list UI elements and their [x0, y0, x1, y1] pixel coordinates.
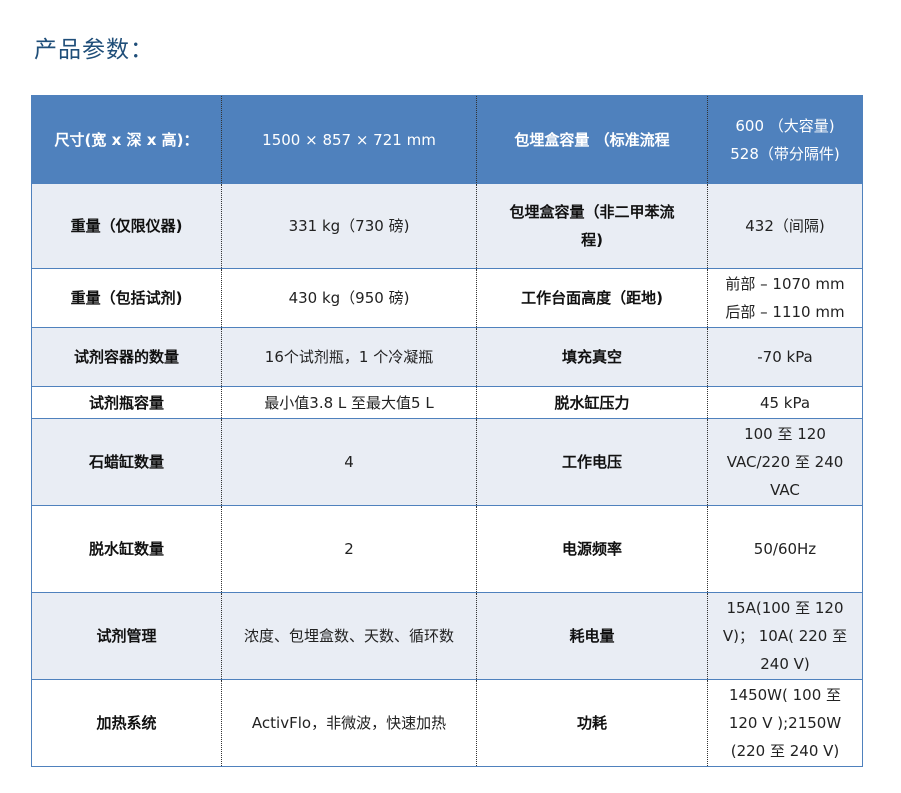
table-row: 脱水缸数量 2 电源频率 50/60Hz: [31, 505, 863, 593]
spec-value: 15A(100 至 120 V)； 10A( 220 至 240 V): [707, 592, 863, 680]
spec-value: 600 （大容量) 528（带分隔件): [707, 95, 863, 184]
spec-value: 1450W( 100 至 120 V );2150W (220 至 240 V): [707, 679, 863, 767]
spec-value: 1500 × 857 × 721 mm: [221, 95, 477, 184]
spec-label: 耗电量: [476, 592, 708, 680]
table-row: 试剂瓶容量 最小值3.8 L 至最大值5 L 脱水缸压力 45 kPa: [31, 386, 863, 419]
table-row: 重量（仅限仪器) 331 kg（730 磅) 包埋盒容量（非二甲苯流 程) 432（间…: [31, 183, 863, 269]
spec-label: 重量（仅限仪器): [31, 183, 222, 269]
spec-label: 试剂容器的数量: [31, 327, 222, 387]
spec-label: 尺寸(宽 x 深 x 高)：: [31, 95, 222, 184]
spec-value: 430 kg（950 磅): [221, 268, 477, 328]
spec-label: 电源频率: [476, 505, 708, 593]
spec-label: 试剂管理: [31, 592, 222, 680]
spec-value: 45 kPa: [707, 386, 863, 419]
spec-label: 石蜡缸数量: [31, 418, 222, 506]
table-row: 石蜡缸数量 4 工作电压 100 至 120 VAC/220 至 240 VAC: [31, 418, 863, 506]
spec-value: 16个试剂瓶，1 个冷凝瓶: [221, 327, 477, 387]
spec-table: 尺寸(宽 x 深 x 高)： 1500 × 857 × 721 mm 包埋盒容量 （…: [31, 95, 863, 767]
spec-value: 50/60Hz: [707, 505, 863, 593]
table-row: 试剂容器的数量 16个试剂瓶，1 个冷凝瓶 填充真空 -70 kPa: [31, 327, 863, 387]
spec-value: 前部 – 1070 mm 后部 – 1110 mm: [707, 268, 863, 328]
spec-value: 2: [221, 505, 477, 593]
spec-value: ActivFlo，非微波，快速加热: [221, 679, 477, 767]
spec-value: -70 kPa: [707, 327, 863, 387]
spec-label: 试剂瓶容量: [31, 386, 222, 419]
spec-label: 脱水缸压力: [476, 386, 708, 419]
spec-value: 100 至 120 VAC/220 至 240 VAC: [707, 418, 863, 506]
table-row: 加热系统 ActivFlo，非微波，快速加热 功耗 1450W( 100 至 120 …: [31, 679, 863, 767]
table-row: 试剂管理 浓度、包埋盒数、天数、循环数 耗电量 15A(100 至 120 V)； 1…: [31, 592, 863, 680]
spec-label: 包埋盒容量（非二甲苯流 程): [476, 183, 708, 269]
spec-label: 工作台面高度（距地): [476, 268, 708, 328]
spec-label: 功耗: [476, 679, 708, 767]
spec-label: 脱水缸数量: [31, 505, 222, 593]
spec-label: 包埋盒容量 （标准流程: [476, 95, 708, 184]
spec-value: 浓度、包埋盒数、天数、循环数: [221, 592, 477, 680]
spec-value: 432（间隔): [707, 183, 863, 269]
page-title: 产品参数：: [34, 37, 154, 63]
spec-value: 4: [221, 418, 477, 506]
spec-label: 填充真空: [476, 327, 708, 387]
spec-label: 加热系统: [31, 679, 222, 767]
spec-label: 重量（包括试剂): [31, 268, 222, 328]
spec-value: 331 kg（730 磅): [221, 183, 477, 269]
table-row: 重量（包括试剂) 430 kg（950 磅) 工作台面高度（距地) 前部 – 1070…: [31, 268, 863, 328]
spec-label: 工作电压: [476, 418, 708, 506]
spec-value: 最小值3.8 L 至最大值5 L: [221, 386, 477, 419]
table-row: 尺寸(宽 x 深 x 高)： 1500 × 857 × 721 mm 包埋盒容量 （…: [31, 95, 863, 184]
